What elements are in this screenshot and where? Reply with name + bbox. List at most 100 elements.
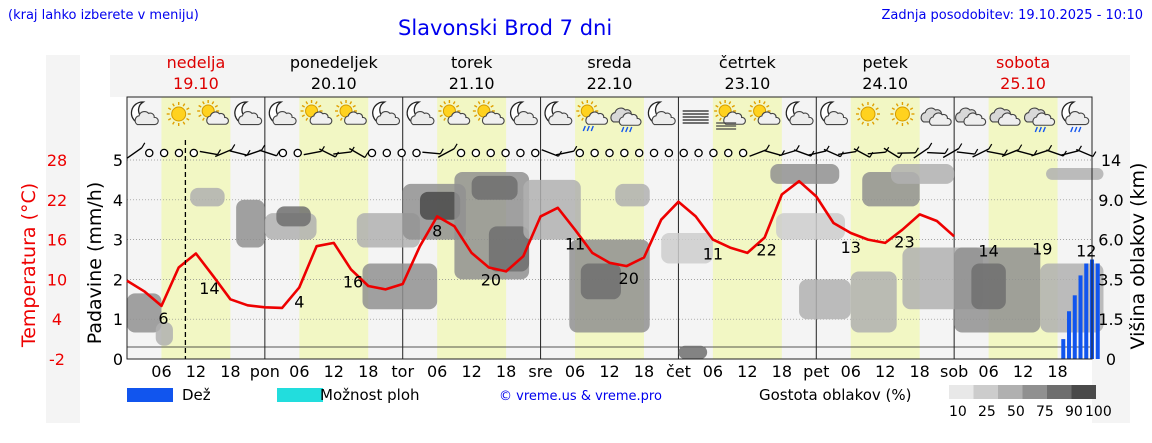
- page-title: Slavonski Brod 7 dni: [398, 16, 613, 40]
- precipitation-tick: 5: [113, 151, 123, 170]
- cloud-density-legend: 10 25 50 75 90 100: [949, 385, 1112, 420]
- moon-cloud-icon: [406, 101, 435, 126]
- cloud-height-axis-title: Višina oblakov (km): [1127, 163, 1149, 350]
- cloud-shape: [1032, 112, 1056, 126]
- day-name: četrtek: [719, 53, 777, 72]
- wind-barb-icon: [793, 149, 812, 157]
- wind-barb-icon: [541, 149, 559, 157]
- cloud-block: [850, 271, 897, 333]
- rain-bar: [1095, 263, 1100, 359]
- wind-row: [126, 142, 1097, 159]
- cloud-shape: [410, 111, 435, 126]
- sun-ray: [439, 104, 443, 108]
- temperature-extreme-label: 14: [199, 279, 219, 298]
- cloud-height-tick: 14: [1101, 151, 1121, 170]
- rain-drop: [1070, 126, 1074, 133]
- sun-ray: [861, 121, 865, 125]
- cloud-height-tick: 3.5: [1098, 270, 1123, 289]
- sun-ray: [871, 103, 875, 107]
- temperature-extreme-label: 8: [432, 221, 442, 240]
- day-name: ponedeljek: [290, 53, 379, 72]
- region-hint-link[interactable]: (kraj lahko izberete v meniju): [8, 8, 199, 23]
- temperature-tick: 22: [47, 191, 67, 210]
- wind-barb-icon: [303, 150, 322, 156]
- day-header-panel: [110, 55, 1092, 97]
- wind-barb-icon: [1092, 151, 1097, 157]
- temperature-extreme-label: 19: [1032, 239, 1052, 258]
- sun-ray: [875, 107, 879, 111]
- sun-ray: [339, 101, 343, 105]
- rain-legend-label: Dež: [182, 386, 211, 404]
- sun-disc: [171, 106, 187, 122]
- temperature-extreme-label: 20: [481, 270, 501, 289]
- sun-ray: [336, 104, 340, 108]
- sun-ray: [581, 117, 584, 121]
- sun-ray: [762, 101, 766, 105]
- sun-ray: [857, 117, 861, 121]
- temperature-extreme-label: 11: [703, 245, 723, 264]
- wind-barb-icon: [942, 147, 960, 159]
- wind-calm-icon: [367, 148, 377, 158]
- cloud-shape: [723, 111, 746, 125]
- cloud-height-tick: 9.0: [1098, 191, 1123, 210]
- sun-ray: [581, 101, 584, 105]
- credit-link[interactable]: © vreme.us & vreme.pro: [499, 389, 662, 404]
- weather-icons: [130, 100, 1090, 133]
- x-tick-label: pet: [803, 362, 829, 381]
- sun-ray: [895, 103, 899, 107]
- cloud-block: [488, 226, 530, 272]
- sun-ray: [719, 101, 722, 105]
- rain-drop: [582, 125, 586, 132]
- cloud-block: [799, 279, 851, 320]
- moon-cloud-icon: [785, 101, 814, 126]
- sun-ray: [305, 101, 309, 105]
- wind-barb-icon: [795, 145, 800, 151]
- wind-barb-icon: [944, 148, 949, 154]
- wind-calm-icon: [516, 148, 525, 158]
- rain-bar: [1084, 263, 1089, 359]
- cloud-shape: [651, 111, 676, 126]
- temperature-tick: 4: [52, 310, 62, 329]
- x-tick-label: 12: [324, 362, 344, 381]
- wind-calm-icon: [694, 148, 703, 158]
- x-tick-label: 06: [427, 362, 447, 381]
- wind-barb-icon: [763, 149, 782, 157]
- wind-barb-icon: [1001, 148, 1019, 158]
- cloud-shape: [237, 111, 263, 126]
- temperature-series: 6 14 4 16 8 20 11 20 11 22 13 23 14 19 12: [126, 179, 1096, 328]
- sun-ray: [891, 107, 896, 111]
- rain-drop: [1078, 126, 1082, 133]
- wind-barb-icon: [261, 144, 266, 151]
- sun-cloud-icon: [748, 100, 781, 125]
- wind-barb-icon: [573, 145, 578, 152]
- x-tick-label: 06: [978, 362, 998, 381]
- cloud-height-tick: 0: [1106, 350, 1116, 369]
- wind-barb-icon: [439, 148, 444, 155]
- x-tick-label: 18: [634, 362, 654, 381]
- wind-barb-icon: [1031, 149, 1049, 157]
- wind-barb-icon: [972, 148, 990, 158]
- wind-calm-icon: [174, 148, 184, 158]
- x-tick-label: 18: [1047, 362, 1067, 381]
- temperature-tick: 16: [47, 231, 67, 250]
- wind-barb-icon: [199, 150, 218, 156]
- sun-ray: [305, 117, 309, 121]
- rain-bar: [1078, 275, 1083, 359]
- wind-barb-icon: [217, 149, 222, 155]
- cloud-density-swatch: [1071, 385, 1096, 399]
- sun-ray: [439, 114, 443, 118]
- day-date: 19.10: [173, 74, 219, 93]
- sun-ray: [906, 103, 910, 107]
- precipitation-tick: 0: [113, 350, 123, 369]
- x-tick-label: 12: [186, 362, 206, 381]
- cloud-density-tick: 90: [1065, 404, 1083, 420]
- sun-ray: [198, 114, 202, 118]
- cloud-block: [471, 175, 518, 200]
- x-tick-label: 06: [703, 362, 723, 381]
- x-tick-label: 18: [909, 362, 929, 381]
- cloud-icon: [989, 107, 1021, 126]
- sun-ray: [909, 107, 914, 111]
- plot-frame: [126, 96, 1093, 360]
- cloud-icon: [955, 107, 987, 126]
